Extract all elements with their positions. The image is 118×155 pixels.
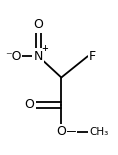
Text: +: +	[41, 44, 48, 53]
Text: O: O	[56, 125, 66, 138]
Text: O: O	[33, 18, 43, 31]
Text: ⁻O: ⁻O	[5, 50, 21, 63]
Text: O: O	[25, 98, 35, 111]
Text: N: N	[34, 50, 43, 63]
Text: O: O	[56, 125, 66, 138]
Text: ⁻O: ⁻O	[5, 50, 21, 63]
Text: F: F	[89, 50, 96, 63]
Text: O: O	[33, 18, 43, 31]
Text: +: +	[41, 44, 48, 53]
Text: F: F	[89, 50, 96, 63]
Text: O: O	[25, 98, 35, 111]
Text: N: N	[34, 50, 43, 63]
Text: —: —	[63, 125, 76, 138]
Text: CH₃: CH₃	[89, 126, 108, 137]
